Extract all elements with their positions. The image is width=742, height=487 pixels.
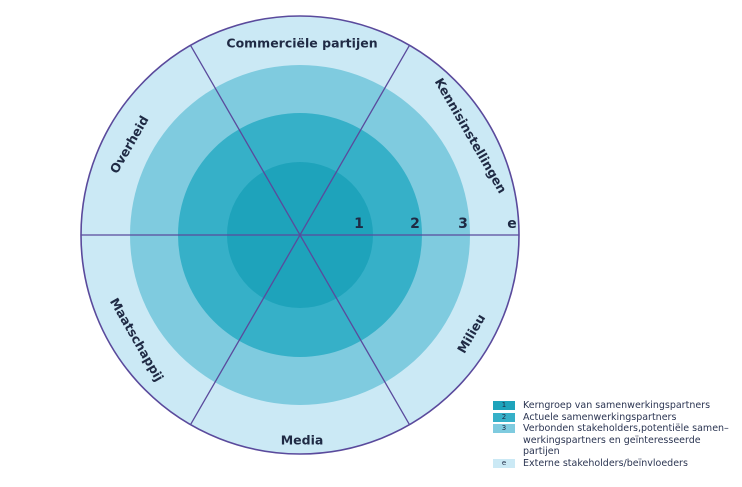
- legend-label-2: Actuele samenwerkingspartners: [523, 412, 738, 424]
- legend-swatch-1: 1: [493, 401, 515, 410]
- ring-number-e: e: [507, 216, 517, 232]
- legend-label-line: Kerngroep van samenwerkingspartners: [523, 400, 711, 411]
- ring-number-1: 1: [354, 216, 364, 232]
- legend-label-3: Verbonden stakeholders,potentiële samen–…: [523, 423, 738, 458]
- legend-swatch-3: 3: [493, 424, 515, 433]
- ring-number-2: 2: [410, 216, 420, 232]
- legend-label-line: Externe stakeholders/beïnvloeders: [523, 457, 688, 469]
- legend-swatch-2: 2: [493, 412, 515, 422]
- legend-label-line: Verbonden stakeholders,potentiële samen–: [523, 423, 729, 434]
- legend-label-e: Externe stakeholders/beïnvloeders: [523, 458, 738, 470]
- legend-item-2: 2 Actuele samenwerkingspartners: [493, 412, 738, 424]
- legend-label-line: werkingspartners en geïnteresseerde part…: [523, 434, 701, 458]
- legend-label-line: Actuele samenwerkingspartners: [523, 411, 677, 423]
- sector-label-commercieel: Commerciële partijen: [226, 36, 377, 51]
- legend: 1 Kerngroep van samenwerkingspartners 2 Act…: [493, 400, 738, 469]
- legend-swatch-e: e: [493, 458, 515, 468]
- legend-item-3: 3 Verbonden stakeholders,potentiële samen…: [493, 423, 738, 458]
- legend-item-e: e Externe stakeholders/beïnvloeders: [493, 458, 738, 470]
- sector-divider-3: [189, 45, 411, 425]
- sector-label-media: Media: [281, 433, 324, 448]
- legend-item-1: 1 Kerngroep van samenwerkingspartners: [493, 400, 738, 412]
- ring-number-3: 3: [458, 216, 468, 232]
- legend-label-1: Kerngroep van samenwerkingspartners: [523, 400, 738, 412]
